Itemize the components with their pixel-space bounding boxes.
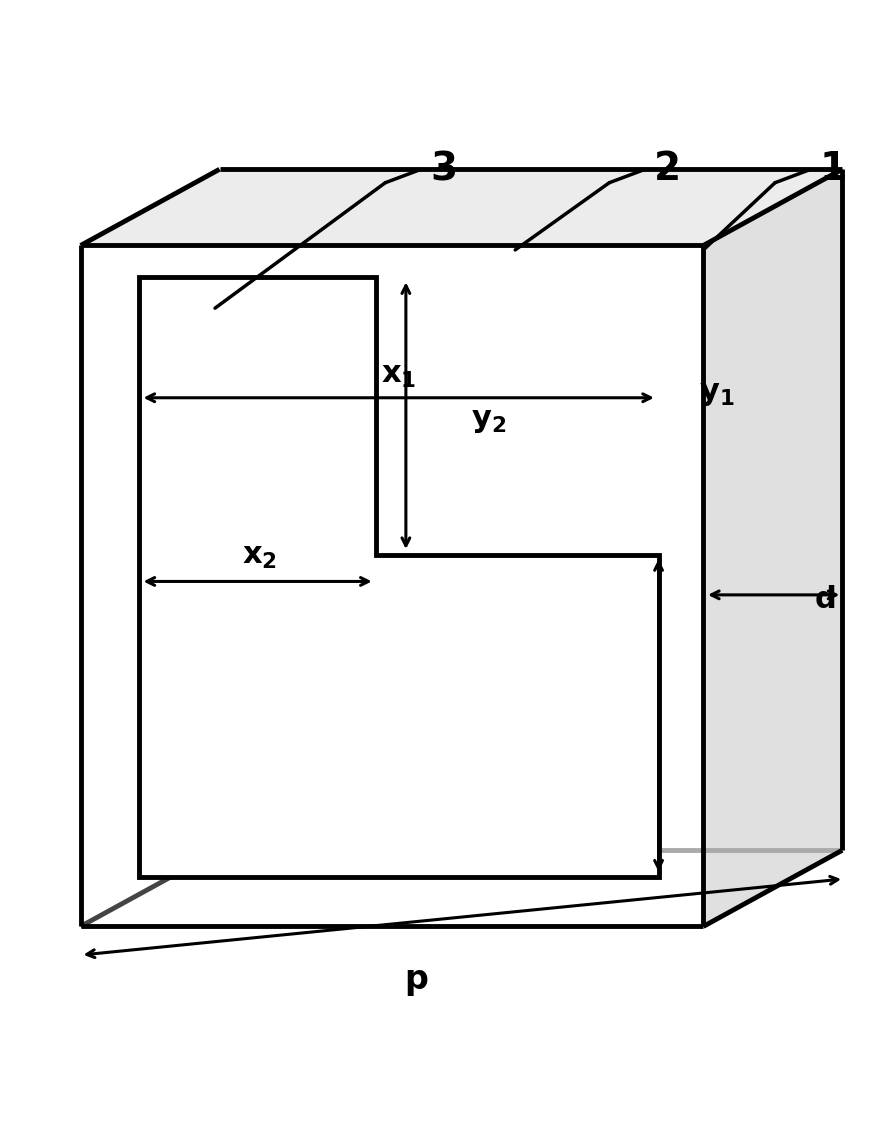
Text: $\mathbf{x_2}$: $\mathbf{x_2}$	[242, 542, 278, 571]
Polygon shape	[81, 169, 842, 245]
Polygon shape	[703, 169, 842, 926]
Text: $\mathbf{x_1}$: $\mathbf{x_1}$	[381, 361, 417, 390]
Text: $\mathbf{d}$: $\mathbf{d}$	[814, 585, 835, 613]
Text: 1: 1	[820, 150, 847, 189]
Text: $\mathbf{p}$: $\mathbf{p}$	[404, 966, 429, 999]
Polygon shape	[81, 245, 703, 926]
Text: 2: 2	[654, 150, 681, 189]
Text: $\mathbf{y_2}$: $\mathbf{y_2}$	[470, 406, 506, 435]
Polygon shape	[139, 277, 659, 877]
Text: 3: 3	[430, 150, 457, 189]
Text: $\mathbf{y_1}$: $\mathbf{y_1}$	[699, 378, 735, 408]
